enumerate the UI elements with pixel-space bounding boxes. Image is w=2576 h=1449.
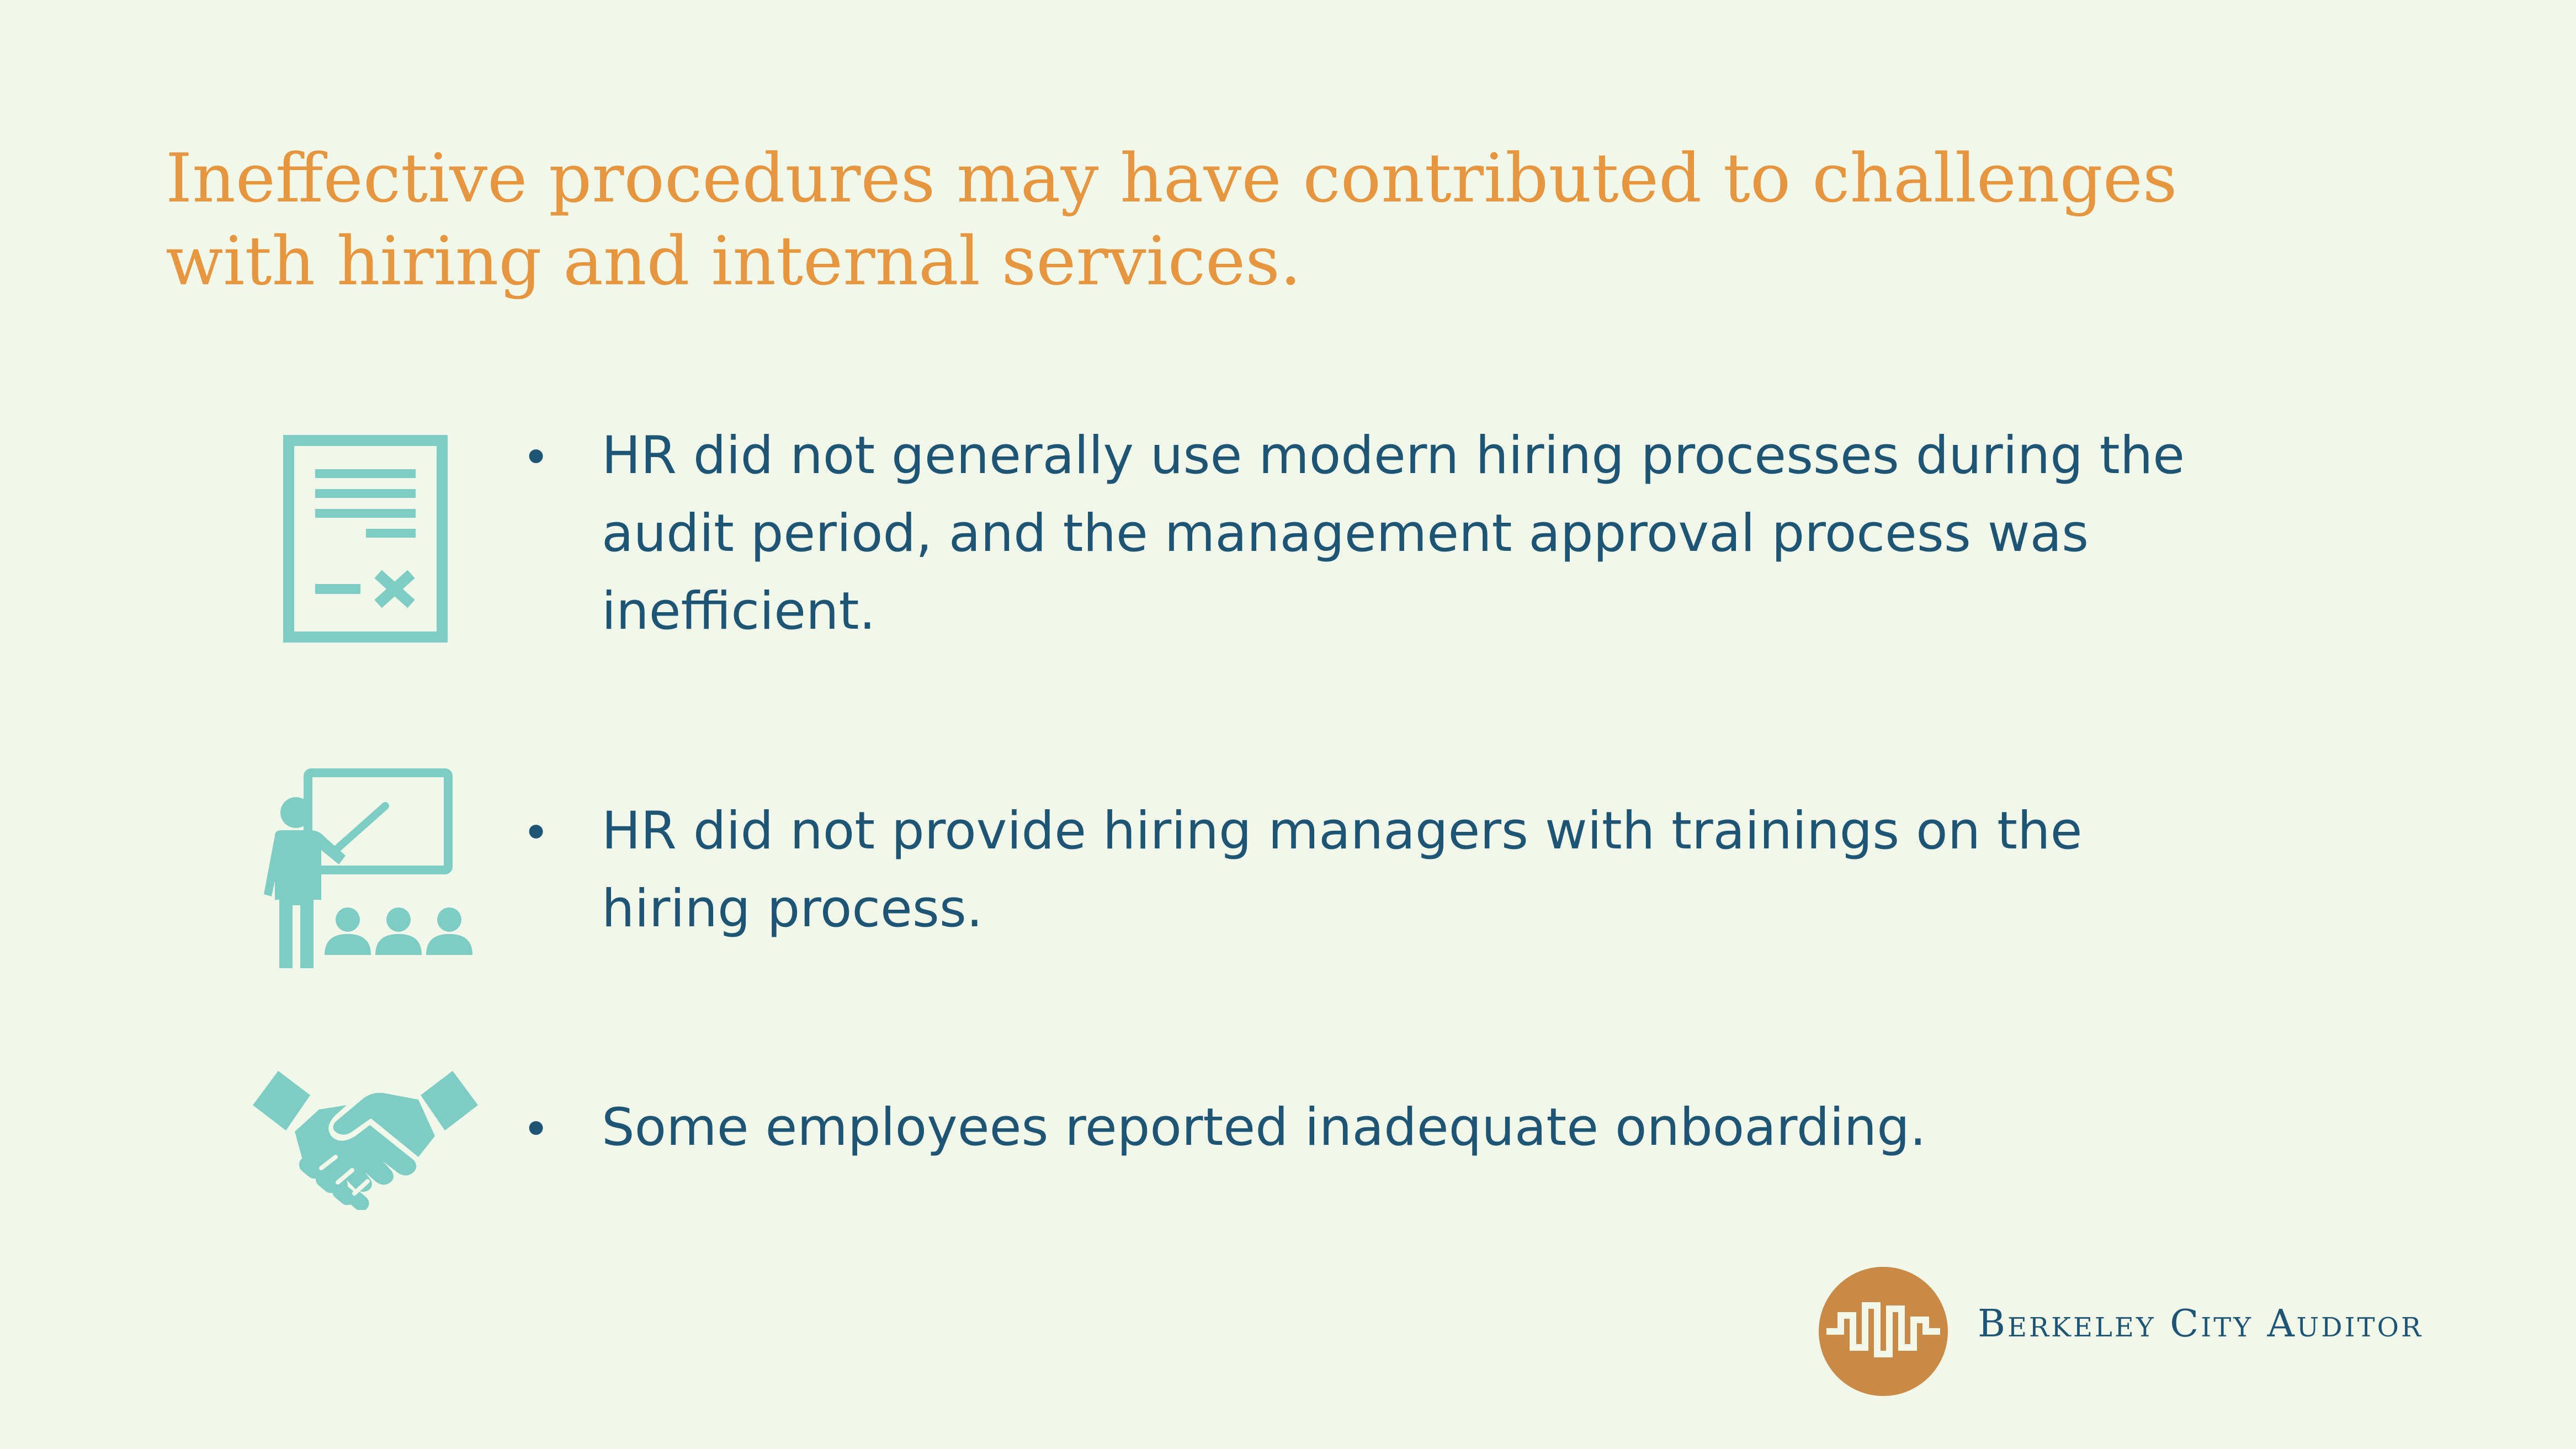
handshake-icon (253, 1071, 478, 1210)
bullet-text-1: HR did not generally use modern hiring p… (602, 417, 2185, 650)
bullet-2-line-2: hiring process. (602, 879, 983, 939)
bullet-3-line-1: Some employees reported inadequate onboa… (602, 1097, 1926, 1158)
document-icon (283, 435, 448, 643)
slide-title: Ineffective procedures may have contribu… (166, 137, 2318, 302)
bullet-1-line-3: inefficient. (602, 581, 876, 641)
slide-title-line-2: with hiring and internal services. (166, 222, 1302, 300)
logo-text: Berkeley City Auditor (1978, 1302, 2424, 1346)
berkeley-auditor-logo-icon (1819, 1267, 1948, 1396)
bullet-2-line-1: HR did not provide hiring managers with … (602, 801, 2083, 861)
bullet-marker-1: • (527, 428, 545, 484)
bullet-1-line-2: audit period, and the management approva… (602, 503, 2089, 564)
slide-title-line-1: Ineffective procedures may have contribu… (166, 139, 2177, 217)
bullet-marker-2: • (527, 803, 545, 859)
bullet-text-2: HR did not provide hiring managers with … (602, 792, 2082, 948)
bullet-1-line-1: HR did not generally use modern hiring p… (602, 426, 2185, 486)
training-presenter-icon (253, 767, 476, 968)
berkeley-city-auditor-logo: Berkeley City Auditor (1819, 1267, 2470, 1397)
bullet-marker-3: • (527, 1100, 545, 1156)
bullet-text-3: Some employees reported inadequate onboa… (602, 1089, 1926, 1166)
